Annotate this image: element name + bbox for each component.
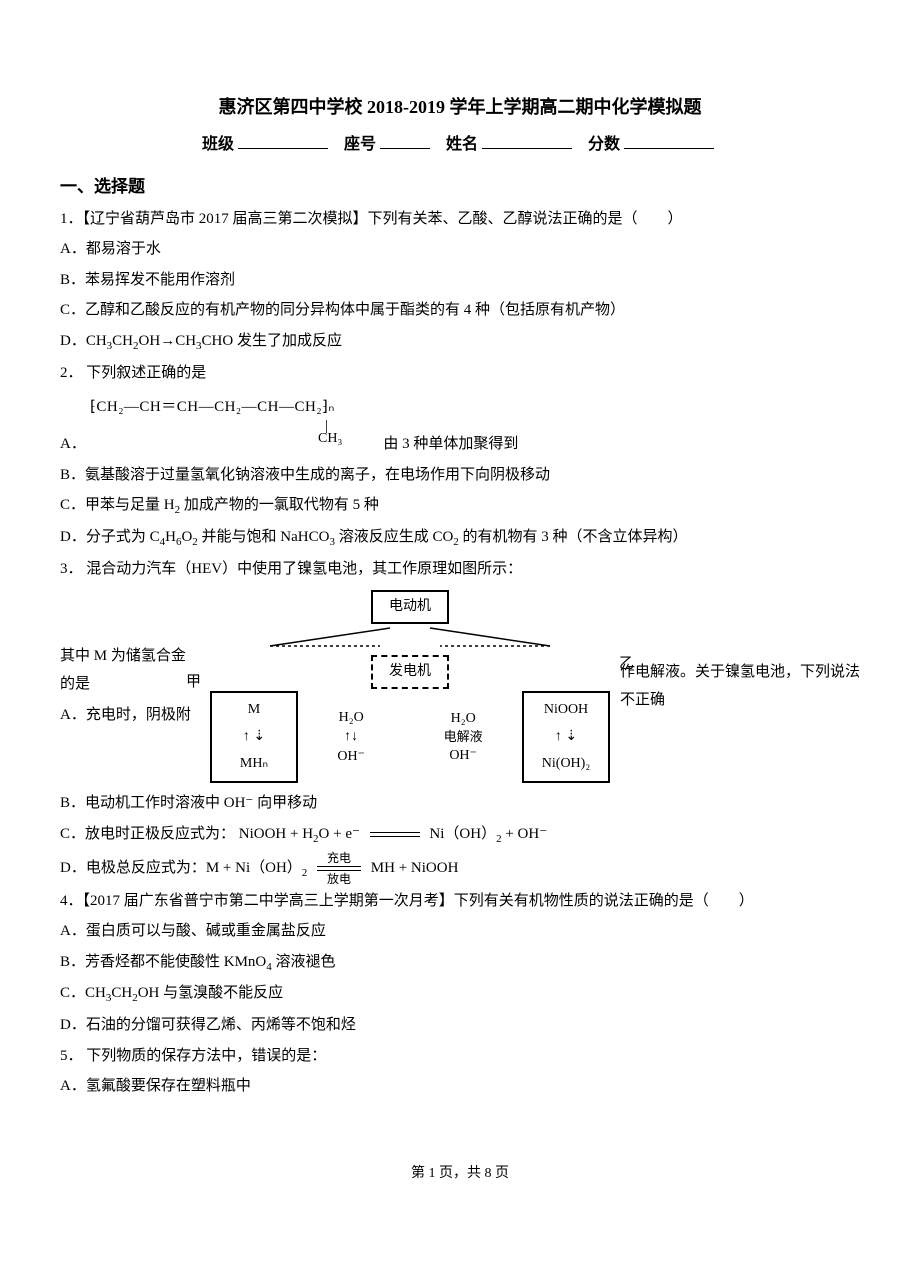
- page-title: 惠济区第四中学校 2018-2019 学年上学期高二期中化学模拟题: [60, 90, 860, 124]
- elec-l-bot: MHₙ: [214, 751, 294, 778]
- q2-option-a: A． 由 3 种单体加聚得到: [60, 430, 860, 459]
- q3-stem: 3． 混合动力汽车（HEV）中使用了镍氢电池，其工作原理如图所示：: [60, 555, 860, 584]
- q2d-m2: O: [181, 529, 192, 545]
- q1-option-a: A．都易溶于水: [60, 235, 860, 264]
- generator-box: 发电机: [371, 655, 449, 690]
- elec-r-top: NiOOH: [526, 697, 606, 724]
- class-blank: [238, 132, 328, 149]
- q3c-post: Ni（OH）: [429, 826, 496, 842]
- q1d-pre: D．CH: [60, 333, 107, 349]
- elec-l-top: M: [214, 697, 294, 724]
- q4b-pre: B．芳香烃都不能使酸性 KMnO: [60, 954, 266, 970]
- elec-r-bot: Ni(OH)₂: [526, 751, 606, 778]
- q3c-tail: + OH⁻: [502, 826, 548, 842]
- mid-top-l: H₂O: [339, 708, 364, 728]
- mid-top-r: H₂O: [451, 709, 476, 729]
- q1d-m3: CH: [175, 333, 196, 349]
- q3d-post: MH + NiOOH: [371, 859, 459, 875]
- q3d-pre: D．电极总反应式为：M + Ni（OH）: [60, 859, 302, 875]
- q4-stem: 4．【2017 届广东省普宁市第二中学高三上学期第一次月考】下列有关有机物性质的…: [60, 887, 860, 916]
- page-footer: 第 1 页，共 8 页: [60, 1161, 860, 1188]
- arrow-icon: →: [160, 333, 175, 349]
- q2d-pre: D．分子式为 C: [60, 529, 160, 545]
- q2d-p: 并能与饱和 NaHCO: [198, 529, 330, 545]
- q3-diagram-row: 其中 M 为储氢合金 的是 A．充电时，阴极附 甲 乙 电动机 发电机 M ↑ …: [60, 590, 860, 784]
- q4c-post: OH 与氢溴酸不能反应: [138, 985, 283, 1001]
- electrode-right: NiOOH ↑ ⇣ Ni(OH)₂: [522, 691, 610, 783]
- seat-blank: [380, 132, 430, 149]
- q2a-label: A．: [60, 436, 86, 452]
- q3-option-b: B．电动机工作时溶液中 OH⁻ 向甲移动: [60, 789, 860, 818]
- q4c-pre: C．CH: [60, 985, 106, 1001]
- battery-diagram: 甲 乙 电动机 发电机 M ↑ ⇣ MHₙ H₂O ↑↓ OH⁻: [210, 590, 610, 784]
- label-jia: 甲: [186, 668, 201, 697]
- label-yi: 乙: [619, 650, 634, 679]
- q3-option-d: D．电极总反应式为：M + Ni（OH）2 充电 放电 MH + NiOOH: [60, 852, 860, 885]
- electrode-left: M ↑ ⇣ MHₙ: [210, 691, 298, 783]
- mid-label: 电解液: [444, 728, 483, 746]
- q5-stem: 5． 下列物质的保存方法中，错误的是：: [60, 1042, 860, 1071]
- q2-option-c: C．甲苯与足量 H2 加成产物的一氯取代物有 5 种: [60, 491, 860, 521]
- q1-option-d: D．CH3CH2OH→CH3CHO 发生了加成反应: [60, 327, 860, 357]
- seat-label: 座号: [344, 136, 376, 153]
- q2a-tail: 由 3 种单体加聚得到: [383, 436, 518, 452]
- q3d-over: 充电: [327, 852, 351, 864]
- q4b-post: 溶液褪色: [272, 954, 336, 970]
- polymer-main: ⁅CH₂—CH＝CH—CH₂—CH—CH₂⁆ₙ: [90, 399, 335, 415]
- q1-stem: 1．【辽宁省葫芦岛市 2017 届高三第二次模拟】下列有关苯、乙酸、乙醇说法正确…: [60, 205, 860, 234]
- electrolyte-middle: H₂O ↑↓ OH⁻ H₂O 电解液 OH⁻: [298, 691, 522, 783]
- mid-bot-r: OH⁻: [449, 746, 477, 766]
- q1-option-c: C．乙醇和乙酸反应的有机产物的同分异构体中属于酯类的有 4 种（包括原有机产物）: [60, 296, 860, 325]
- connector-lines-top: [210, 626, 610, 648]
- q3-option-c: C．放电时正极反应式为： NiOOH + H2O + e⁻ Ni（OH）2 + …: [60, 820, 860, 850]
- score-label: 分数: [588, 136, 620, 153]
- q4-option-a: A．蛋白质可以与酸、碱或重金属盐反应: [60, 917, 860, 946]
- q1-option-b: B．苯易挥发不能用作溶剂: [60, 266, 860, 295]
- motor-box: 电动机: [371, 590, 449, 625]
- q3-right1: 作电解液。关于镍氢电池，下列说法不正确: [620, 658, 860, 715]
- q2d-m: H: [165, 529, 176, 545]
- name-blank: [482, 132, 572, 149]
- student-info-line: 班级 座号 姓名 分数: [60, 130, 860, 160]
- q5-option-a: A．氢氟酸要保存在塑料瓶中: [60, 1072, 860, 1101]
- q4c-mid: CH: [111, 985, 132, 1001]
- q2-stem: 2． 下列叙述正确的是: [60, 359, 860, 388]
- q2-option-b: B．氨基酸溶于过量氢氧化钠溶液中生成的离子，在电场作用下向阴极移动: [60, 461, 860, 490]
- q1d-m2: OH: [139, 333, 161, 349]
- q3c-mid: O + e⁻: [319, 826, 360, 842]
- q2-option-d: D．分子式为 C4H6O2 并能与饱和 NaHCO3 溶液反应生成 CO2 的有…: [60, 523, 860, 553]
- q3-option-a: A．充电时，阴极附: [60, 701, 210, 730]
- reversible-arrow-icon: 充电 放电: [317, 852, 361, 885]
- eq-line-icon: [370, 832, 420, 837]
- class-label: 班级: [202, 136, 234, 153]
- q3-left1: 其中 M 为储氢合金: [60, 642, 210, 671]
- q3c-pre: C．放电时正极反应式为： NiOOH + H: [60, 826, 313, 842]
- name-label: 姓名: [446, 136, 478, 153]
- q2d-p2: 溶液反应生成 CO: [335, 529, 453, 545]
- q4-option-b: B．芳香烃都不能使酸性 KMnO4 溶液褪色: [60, 948, 860, 978]
- mid-bot-l: OH⁻: [337, 747, 365, 767]
- q4-option-c: C．CH3CH2OH 与氢溴酸不能反应: [60, 979, 860, 1009]
- score-blank: [624, 132, 714, 149]
- q1d-end: CHO 发生了加成反应: [202, 333, 342, 349]
- section-1-heading: 一、选择题: [60, 171, 860, 203]
- q2d-tail: 的有机物有 3 种（不含立体异构）: [459, 529, 688, 545]
- q2c-post: 加成产物的一氯取代物有 5 种: [180, 497, 379, 513]
- q2c-pre: C．甲苯与足量 H: [60, 497, 175, 513]
- q1d-m1: CH: [112, 333, 133, 349]
- q3d-under: 放电: [327, 873, 351, 885]
- q3-right-text: 作电解液。关于镍氢电池，下列说法不正确: [610, 658, 860, 715]
- q4-option-d: D．石油的分馏可获得乙烯、丙烯等不饱和烃: [60, 1011, 860, 1040]
